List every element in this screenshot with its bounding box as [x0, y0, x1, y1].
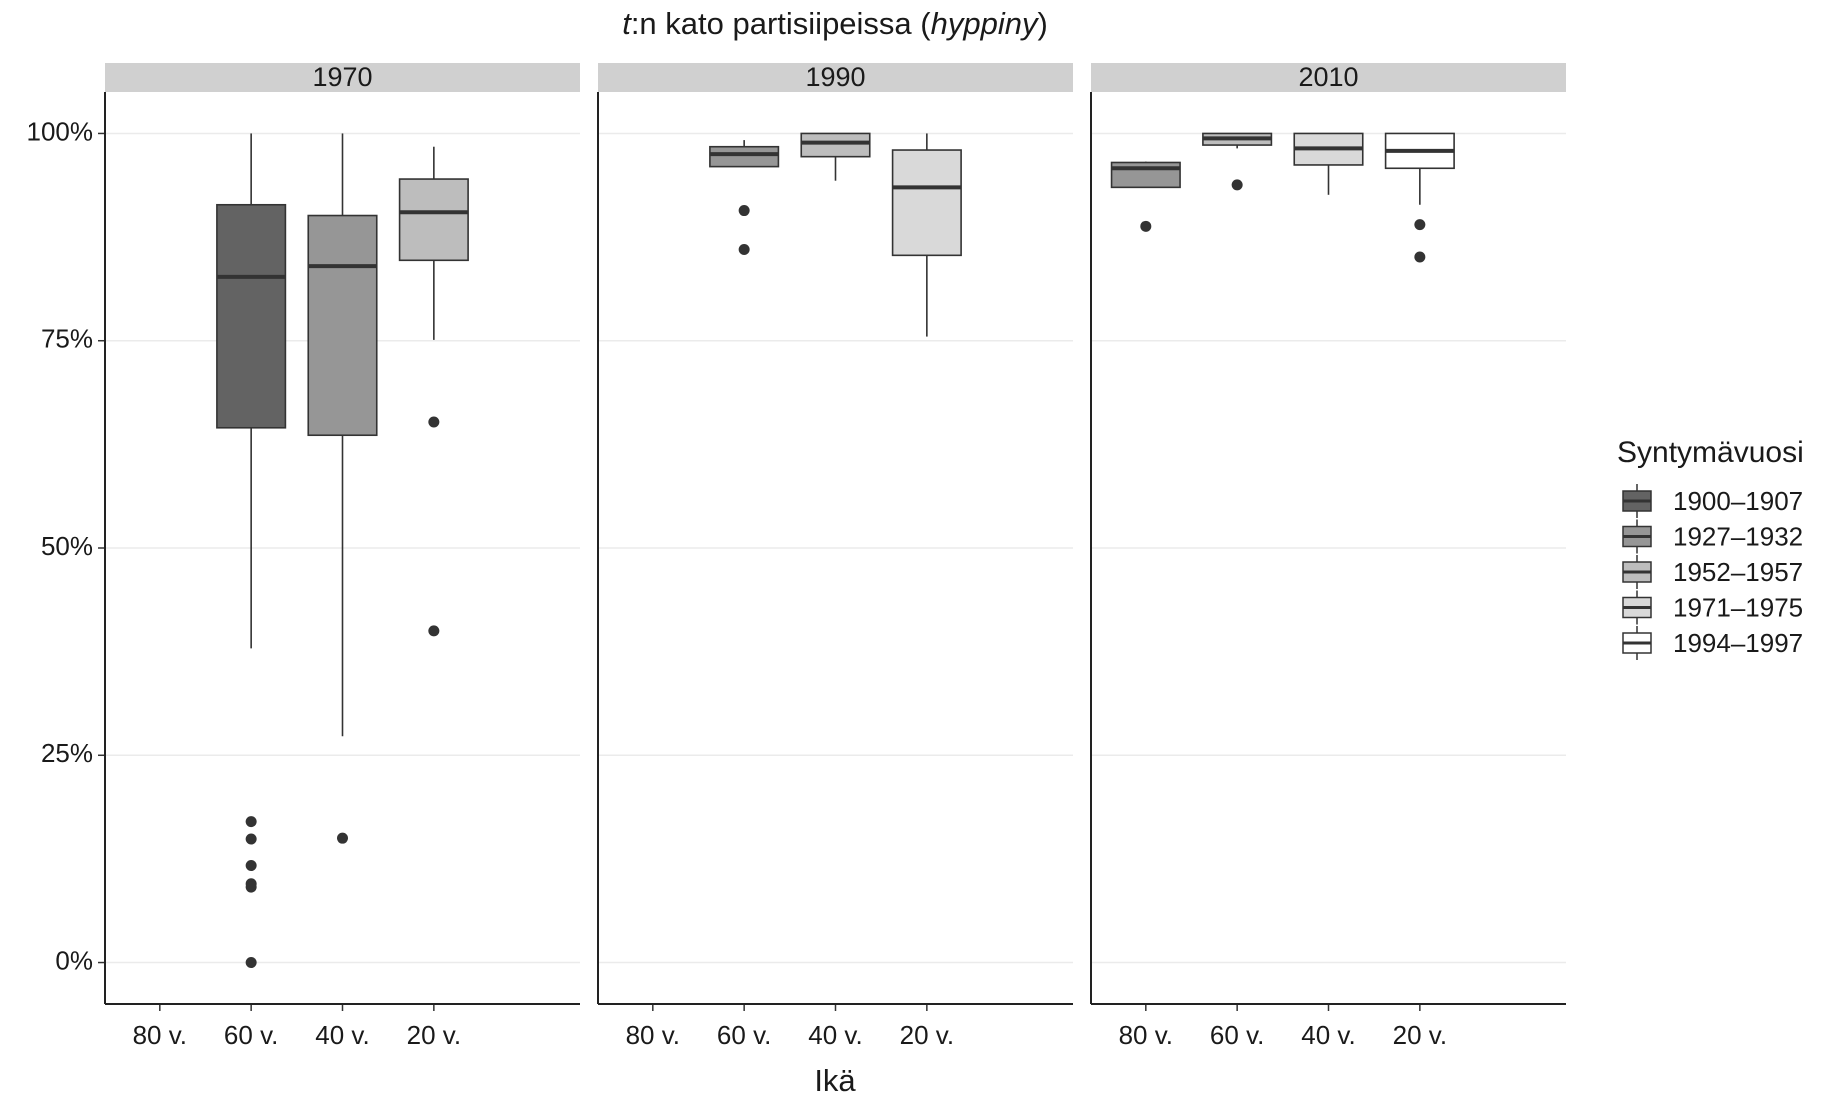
strip-label: 2010: [1298, 62, 1358, 92]
x-tick-label: 60 v.: [1210, 1020, 1264, 1050]
x-tick-label: 40 v.: [315, 1020, 369, 1050]
legend-label: 1994–1997: [1673, 628, 1803, 658]
y-tick-label: 100%: [27, 116, 94, 146]
x-tick-label: 20 v.: [1393, 1020, 1447, 1050]
y-tick-label: 75%: [41, 324, 93, 354]
outlier: [428, 625, 440, 637]
y-tick-label: 0%: [55, 945, 93, 975]
legend-label: 1971–1975: [1673, 592, 1803, 622]
outlier: [1231, 179, 1243, 191]
strip: [598, 63, 1073, 92]
title-segment: hyppiny: [931, 6, 1040, 41]
x-axis-label: Ikä: [814, 1063, 856, 1098]
outlier: [245, 860, 257, 872]
outlier: [738, 205, 750, 217]
y-tick-label: 25%: [41, 738, 93, 768]
legend-label: 1900–1907: [1673, 486, 1803, 516]
title-segment: :n kato partisiipeissa (: [631, 6, 931, 41]
box: [216, 203, 287, 429]
strip: [105, 63, 580, 92]
outlier: [1140, 220, 1152, 232]
box: [1110, 161, 1181, 189]
x-tick-label: 60 v.: [717, 1020, 771, 1050]
strip: [1091, 63, 1566, 92]
chart-title: t:n kato partisiipeissa (hyppiny): [622, 6, 1048, 41]
legend-label: 1952–1957: [1673, 557, 1803, 587]
outlier: [337, 832, 348, 844]
legend-title: Syntymävuosi: [1617, 436, 1804, 469]
x-tick-label: 80 v.: [133, 1020, 187, 1050]
outlier: [245, 816, 257, 828]
x-tick-label: 80 v.: [626, 1020, 680, 1050]
outlier: [738, 244, 750, 256]
outlier: [245, 881, 257, 893]
x-tick-label: 20 v.: [407, 1020, 461, 1050]
outlier: [428, 416, 440, 428]
y-tick-label: 50%: [41, 531, 93, 561]
x-tick-label: 40 v.: [1301, 1020, 1355, 1050]
title-segment: ): [1037, 6, 1047, 41]
strip-label: 1970: [312, 62, 372, 92]
outlier: [1414, 219, 1426, 231]
x-tick-label: 60 v.: [224, 1020, 278, 1050]
box: [307, 214, 378, 437]
x-tick-label: 20 v.: [900, 1020, 954, 1050]
box: [709, 145, 780, 168]
box: [398, 178, 469, 262]
legend-label: 1927–1932: [1673, 521, 1803, 551]
title-segment: t: [622, 6, 632, 41]
x-tick-label: 40 v.: [808, 1020, 862, 1050]
strip-label: 1990: [805, 62, 865, 92]
outlier: [245, 957, 257, 969]
box: [800, 132, 871, 158]
x-tick-label: 80 v.: [1119, 1020, 1173, 1050]
box: [891, 149, 962, 257]
outlier: [1414, 251, 1426, 263]
outlier: [245, 833, 257, 845]
